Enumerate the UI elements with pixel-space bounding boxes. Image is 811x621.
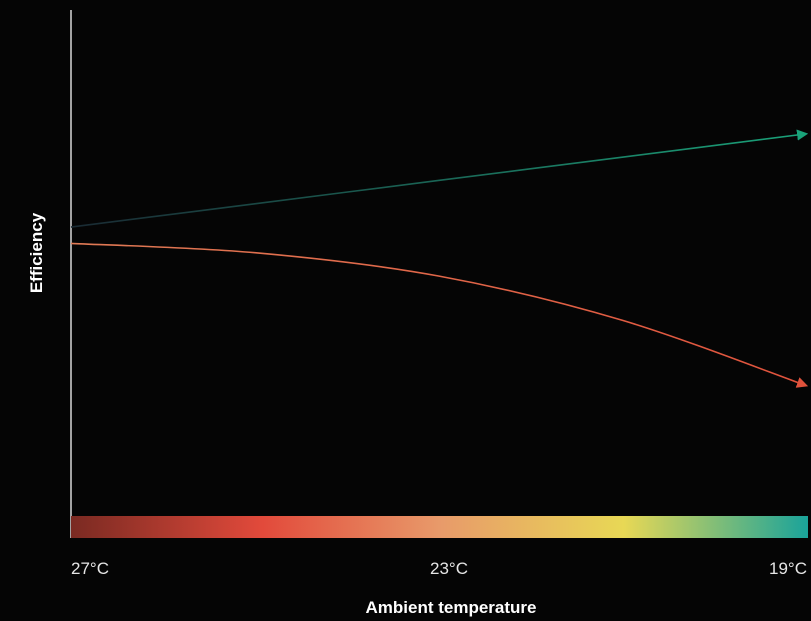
series-layer [70, 129, 809, 388]
x-tick-label-2: 19°C [769, 559, 807, 578]
y-axis-title: Efficiency [27, 212, 46, 293]
temperature-colorbar [71, 516, 808, 538]
series-line-0 [70, 129, 809, 228]
series-line-1 [70, 242, 809, 388]
x-tick-label-1: 23°C [430, 559, 468, 578]
x-axis-title: Ambient temperature [366, 598, 537, 617]
x-tick-label-0: 27°C [71, 559, 109, 578]
